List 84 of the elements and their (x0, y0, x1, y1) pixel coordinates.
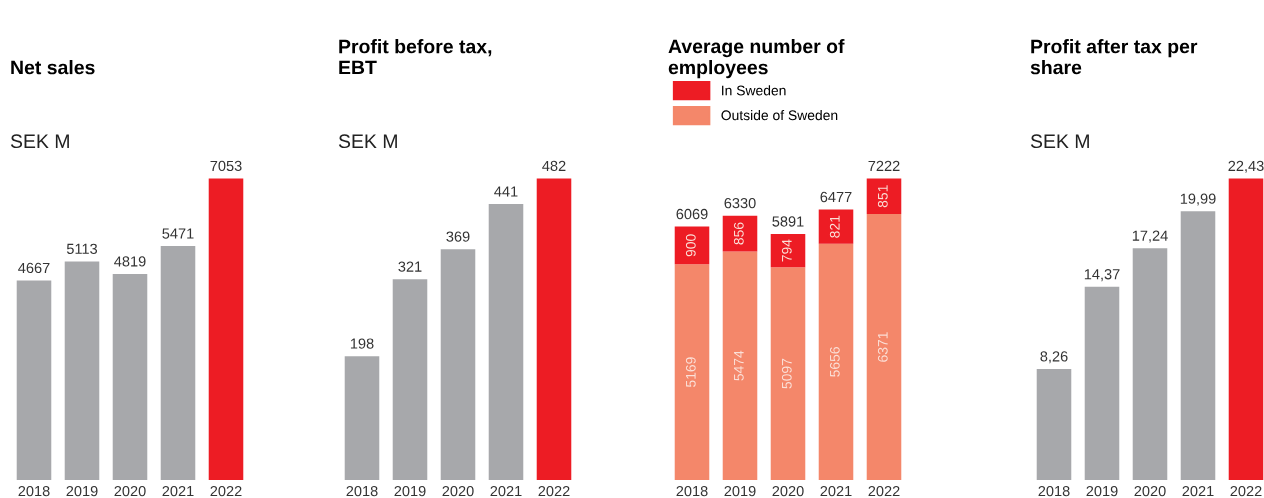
bar (392, 279, 428, 480)
bar (770, 234, 806, 268)
bar (818, 209, 854, 244)
bar (818, 243, 854, 480)
data-label: 22,43 (1228, 160, 1264, 173)
chart-title: Average number of employees (668, 38, 845, 79)
x-tick-label: 2019 (724, 485, 756, 497)
total-label: 6330 (724, 197, 756, 209)
x-tick-label: 2022 (538, 485, 570, 497)
data-label: 5113 (66, 243, 98, 254)
x-tick-label: 2018 (1038, 485, 1070, 497)
data-label: 851 (877, 185, 888, 208)
data-label: 856 (733, 222, 744, 245)
bar (770, 267, 806, 480)
data-label: 794 (781, 239, 792, 262)
bar (1228, 178, 1264, 480)
x-tick-label: 2020 (1134, 485, 1166, 497)
total-label: 6069 (676, 208, 708, 220)
data-label: 7053 (210, 160, 242, 172)
data-label: 5097 (781, 358, 792, 389)
data-label: 8,26 (1040, 351, 1068, 364)
bar (674, 226, 710, 265)
bar (488, 204, 524, 480)
data-label: 482 (542, 160, 566, 172)
x-tick-label: 2019 (1086, 485, 1118, 497)
bar (160, 246, 196, 480)
bar (208, 178, 244, 480)
bar (1084, 286, 1120, 480)
chart-title: Profit before tax, EBT (339, 39, 492, 75)
x-tick-label: 2019 (66, 485, 98, 497)
bar (344, 356, 380, 480)
x-tick-label: 2019 (394, 485, 426, 497)
bar (536, 178, 572, 480)
x-tick-label: 2018 (18, 485, 50, 497)
data-label: 821 (829, 215, 840, 238)
data-label: 14,37 (1084, 269, 1120, 282)
bar (722, 251, 758, 480)
total-label: 5891 (772, 216, 804, 227)
data-label: 900 (685, 234, 696, 257)
x-tick-label: 2021 (490, 485, 522, 497)
text: SEK M (10, 134, 69, 149)
bar (866, 178, 902, 214)
bar (674, 264, 710, 480)
x-tick-label: 2022 (868, 485, 900, 497)
data-label: 19,99 (1180, 193, 1216, 206)
x-tick-label: 2021 (1182, 485, 1214, 497)
data-label: 6371 (877, 332, 888, 362)
bar (1036, 368, 1072, 480)
data-label: 5656 (829, 347, 840, 377)
chart-title: Net sales (11, 60, 95, 75)
bar (1132, 248, 1168, 480)
bar (1180, 211, 1216, 480)
bar (64, 261, 100, 480)
data-label: 5169 (685, 357, 696, 387)
legend-label: In Sweden (722, 85, 786, 96)
bar (722, 215, 758, 252)
data-label: 198 (350, 338, 374, 349)
x-tick-label: 2018 (676, 485, 708, 497)
x-tick-label: 2018 (346, 485, 378, 497)
x-tick-label: 2021 (820, 485, 852, 497)
text: SEK M (1030, 134, 1089, 149)
bar (112, 273, 148, 480)
data-label: 4667 (18, 262, 50, 274)
data-label: 17,24 (1132, 230, 1168, 243)
bar (440, 249, 476, 480)
total-label: 6477 (820, 191, 852, 203)
data-label: 5474 (734, 350, 744, 381)
x-tick-label: 2020 (114, 485, 146, 497)
total-label: 7222 (868, 160, 900, 171)
x-tick-label: 2022 (210, 485, 242, 497)
data-label: 321 (398, 261, 422, 272)
data-label: 4819 (114, 256, 146, 267)
data-label: 369 (446, 231, 470, 242)
chart-title: Profit after tax per share (1030, 39, 1198, 75)
x-tick-label: 2020 (442, 485, 474, 497)
bar (16, 280, 52, 480)
text: SEK M (338, 134, 397, 149)
x-tick-label: 2021 (162, 485, 194, 497)
data-label: 5471 (162, 228, 194, 239)
data-label: 441 (494, 186, 518, 197)
bar (866, 213, 902, 480)
x-tick-label: 2022 (1230, 485, 1262, 497)
legend-label: Outside of Sweden (721, 109, 838, 121)
x-tick-label: 2020 (772, 485, 804, 497)
